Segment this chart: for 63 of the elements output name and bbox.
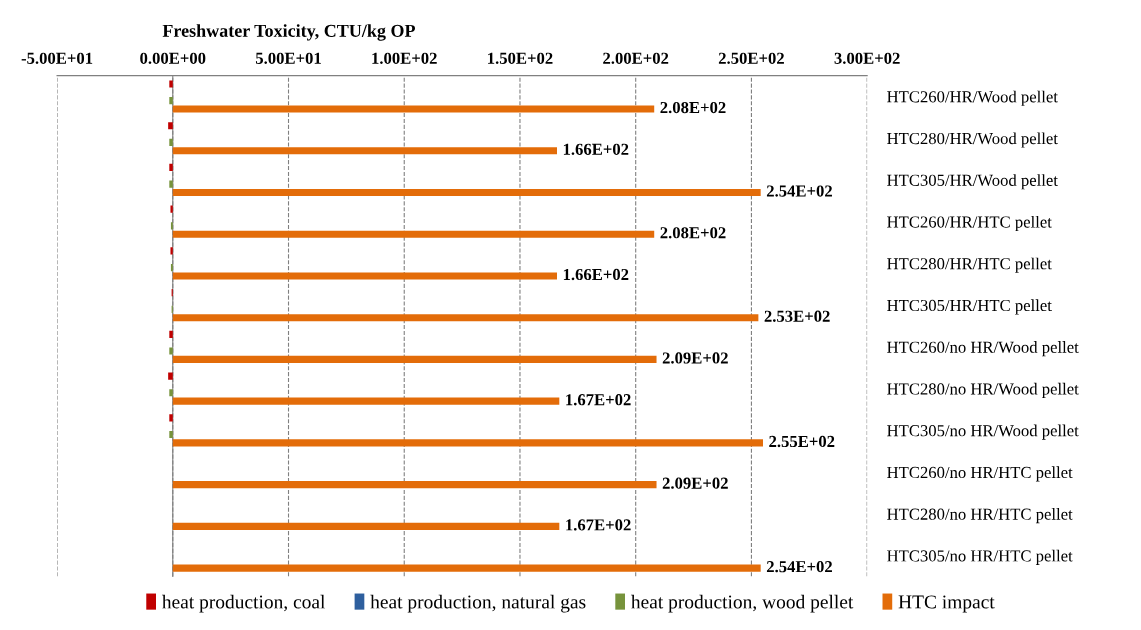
bar: [170, 205, 173, 213]
data-label: 2.53E+02: [764, 310, 830, 322]
bar: [172, 230, 655, 238]
bar: [169, 180, 173, 188]
y-tick-label: HTC260/HR/HTC pellet: [887, 215, 1052, 232]
bar: [169, 80, 173, 88]
bar: [172, 522, 560, 530]
bar: [169, 389, 173, 397]
legend-label: heat production, natural gas: [370, 594, 586, 613]
bar: [172, 355, 657, 363]
y-tick-label: HTC305/no HR/HTC pellet: [887, 549, 1073, 565]
y-tick-label: HTC280/no HR/Wood pellet: [887, 382, 1079, 398]
x-tick-label: 1.00E+02: [372, 52, 437, 64]
bar: [169, 97, 173, 105]
bar: [172, 272, 557, 280]
bar: [172, 314, 759, 322]
data-label: 1.66E+02: [563, 143, 629, 155]
bar: [169, 430, 173, 439]
data-label: 1.66E+02: [563, 268, 629, 281]
bar: [172, 439, 763, 447]
bar: [170, 247, 173, 255]
x-tick-label: 0.00E+00: [140, 52, 206, 64]
bar: [172, 147, 557, 155]
x-tick-label: 3.00E+02: [834, 52, 900, 64]
chart-title: Freshwater Toxicity, CTU/kg OP: [162, 24, 416, 41]
x-tick-label: 2.00E+02: [603, 52, 669, 64]
data-label: 2.08E+02: [660, 227, 726, 239]
y-tick-label: HTC260/no HR/Wood pellet: [887, 341, 1079, 357]
y-tick-label: HTC280/no HR/HTC pellet: [887, 508, 1073, 524]
y-tick-label: HTC305/no HR/Wood pellet: [887, 424, 1079, 440]
bar: [172, 564, 761, 572]
data-label: 2.09E+02: [662, 352, 728, 364]
data-label: 2.54E+02: [766, 185, 832, 197]
data-label: 1.67E+02: [566, 519, 631, 531]
x-tick-label: 1.50E+02: [488, 52, 553, 64]
y-tick-label: HTC280/HR/Wood pellet: [887, 132, 1058, 148]
data-label: 2.08E+02: [660, 101, 726, 114]
data-label: 2.09E+02: [662, 477, 728, 489]
y-tick-label: HTC305/HR/Wood pellet: [887, 174, 1058, 190]
data-label: 2.55E+02: [769, 435, 835, 448]
bar: [169, 347, 173, 355]
legend-label: HTC impact: [898, 595, 995, 613]
bar: [169, 414, 173, 422]
y-tick-label: HTC260/no HR/HTC pellet: [887, 466, 1073, 482]
x-tick-label: 5.00E+01: [255, 52, 321, 64]
bar: [168, 372, 173, 380]
bar: [172, 105, 655, 113]
data-label: 1.67E+02: [566, 394, 631, 406]
bar: [172, 397, 560, 405]
y-tick-label: HTC260/HR/Wood pellet: [887, 90, 1058, 106]
legend-label: heat production, coal: [162, 594, 326, 613]
data-label: 2.54E+02: [766, 561, 832, 573]
bar: [168, 122, 173, 130]
legend-label: heat production, wood pellet: [631, 594, 854, 613]
y-tick-label: HTC305/HR/HTC pellet: [887, 299, 1052, 315]
bar: [169, 330, 173, 338]
x-tick-label: -5.00E+01: [21, 52, 93, 64]
bar: [169, 138, 173, 146]
bar: [169, 163, 173, 171]
bar: [172, 188, 761, 197]
bar: [172, 481, 657, 489]
x-tick-label: 2.50E+02: [718, 52, 784, 64]
y-tick-label: HTC280/HR/HTC pellet: [887, 257, 1052, 273]
